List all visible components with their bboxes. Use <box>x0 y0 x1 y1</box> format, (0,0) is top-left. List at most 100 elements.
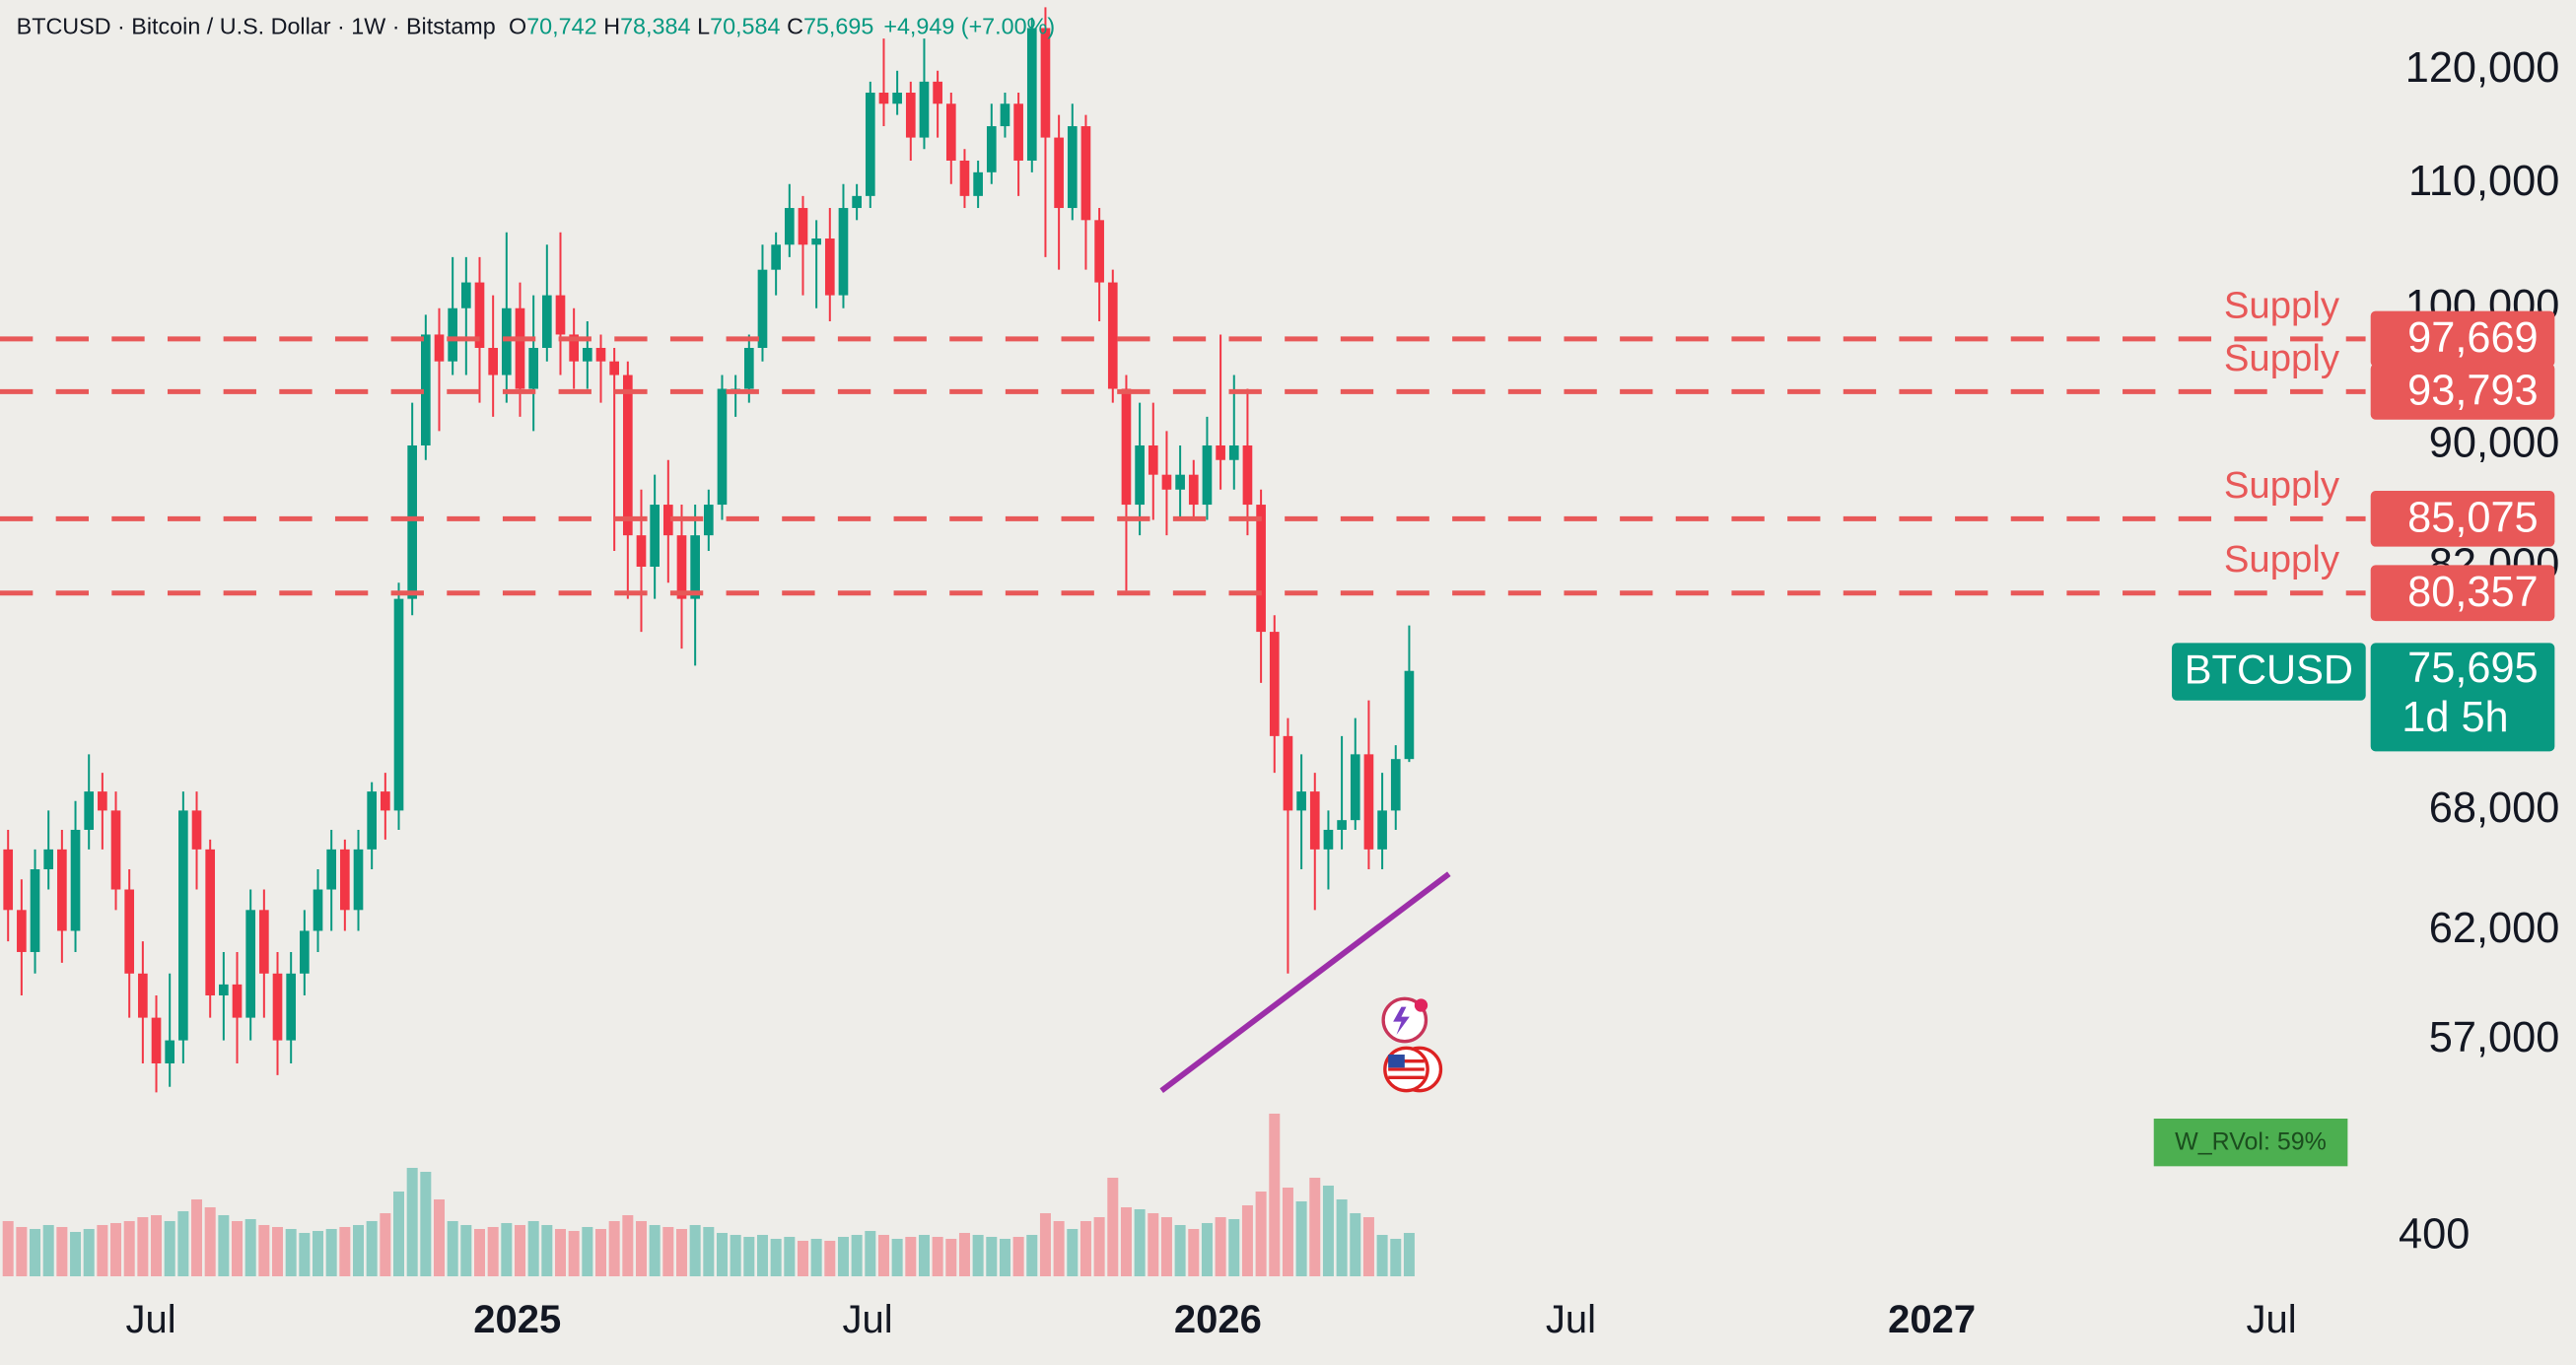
volume-bar <box>258 1224 270 1276</box>
volume-bar <box>1336 1198 1348 1276</box>
volume-bar <box>177 1210 189 1276</box>
volume-bar <box>770 1238 782 1276</box>
volume-layer <box>2 1113 1415 1276</box>
icon-dot <box>1414 998 1428 1012</box>
candle-body <box>892 93 902 104</box>
candle-body <box>541 295 552 348</box>
y-tick-label: 68,000 <box>2429 785 2560 832</box>
volume-bar <box>285 1228 297 1276</box>
volume-bar <box>905 1236 917 1276</box>
volume-bar <box>70 1231 82 1276</box>
candle-body <box>824 238 835 296</box>
candle-body <box>662 505 673 536</box>
volume-bar <box>1201 1222 1213 1276</box>
candle-body <box>798 208 808 245</box>
indicator-badge: W_RVol: 59% <box>2153 1119 2348 1167</box>
candle-body <box>300 930 310 974</box>
volume-bar <box>434 1198 446 1276</box>
candle-body <box>569 334 579 362</box>
tag-layer: Supply 97,669 Supply 93,793 Supply 85,075 Supp… <box>2172 284 2555 752</box>
volume-bar <box>366 1220 378 1276</box>
candle-body <box>690 535 700 599</box>
y-tick-label: 62,000 <box>2429 905 2560 952</box>
volume-bar <box>1053 1220 1065 1276</box>
volume-bar <box>110 1222 122 1276</box>
icon-bolt <box>1393 1006 1410 1035</box>
volume-bar <box>1160 1216 1172 1276</box>
field-key: C <box>787 13 803 38</box>
candle-body <box>259 910 269 974</box>
candle-body <box>1404 670 1415 760</box>
volume-bar <box>1295 1200 1307 1276</box>
y-tick-label: 57,000 <box>2429 1014 2560 1061</box>
candle-body <box>1000 103 1010 127</box>
y-tick-label: 120,000 <box>2405 44 2560 92</box>
volume-bar <box>97 1224 108 1276</box>
volume-bar <box>1120 1206 1132 1276</box>
y-tick-label: 90,000 <box>2429 419 2560 466</box>
candle-body <box>1323 829 1334 850</box>
volume-bar <box>703 1226 715 1276</box>
candle-body <box>959 160 970 196</box>
candle-body <box>1013 103 1023 161</box>
candle-body <box>1309 791 1320 850</box>
candle-body <box>1350 754 1360 821</box>
candle-body <box>353 849 364 911</box>
candle-body <box>622 375 633 536</box>
volume-bar <box>325 1228 337 1276</box>
candle-body <box>1377 810 1387 850</box>
symbol-tag <box>2172 643 2366 701</box>
candle-body <box>501 307 512 375</box>
field-key: H <box>603 13 620 38</box>
volume-bar <box>877 1234 889 1276</box>
candle-body <box>1135 444 1145 506</box>
price-tag-label: 93,793 <box>2407 368 2539 415</box>
volume-bar <box>204 1206 216 1276</box>
field-value: 75,695 <box>803 13 873 38</box>
volume-bar <box>1079 1220 1091 1276</box>
volume-bar <box>1134 1208 1146 1276</box>
candle-body <box>878 93 889 104</box>
x-tick-label: Jul <box>125 1298 175 1341</box>
volume-bar <box>2 1220 14 1276</box>
volume-bar <box>299 1232 311 1276</box>
candle-body <box>1216 444 1225 460</box>
volume-bar <box>797 1240 808 1276</box>
volume-bar <box>1376 1234 1388 1276</box>
volume-bar <box>932 1236 943 1276</box>
volume-bar <box>810 1238 822 1276</box>
candle-body <box>205 849 216 996</box>
candle-body <box>1161 474 1172 490</box>
volume-bar <box>487 1226 499 1276</box>
candle-body <box>1363 754 1374 850</box>
volume-bar <box>608 1220 620 1276</box>
price-tag <box>2370 364 2555 420</box>
volume-bar <box>272 1226 284 1276</box>
volume-bar <box>380 1212 391 1276</box>
candle-body <box>1080 126 1091 221</box>
candle-body <box>1121 388 1132 506</box>
volume-bar <box>1067 1228 1079 1276</box>
volume-bar <box>1309 1177 1321 1276</box>
candle-body <box>421 334 431 445</box>
volume-bar <box>393 1191 405 1276</box>
volume-bar <box>1350 1212 1361 1276</box>
candle-body <box>865 93 875 196</box>
candle-body <box>515 307 525 389</box>
field-value: 78,384 <box>620 13 690 38</box>
candle-body <box>474 282 485 348</box>
volume-bar <box>662 1226 674 1276</box>
candle-body <box>313 889 323 931</box>
symbol-tag-label: BTCUSD <box>2185 646 2353 692</box>
header-title: BTCUSD · Bitcoin / U.S. Dollar · 1W · Bi… <box>17 13 496 38</box>
candle-body <box>1067 126 1078 209</box>
volume-bar <box>1188 1228 1200 1276</box>
volume-bar <box>891 1238 903 1276</box>
volume-bar <box>1039 1212 1051 1276</box>
candle-body <box>1054 137 1064 209</box>
volume-bar <box>824 1240 836 1276</box>
volume-bar <box>1228 1218 1240 1276</box>
volume-bar <box>1322 1185 1334 1276</box>
volume-bar <box>137 1216 149 1276</box>
